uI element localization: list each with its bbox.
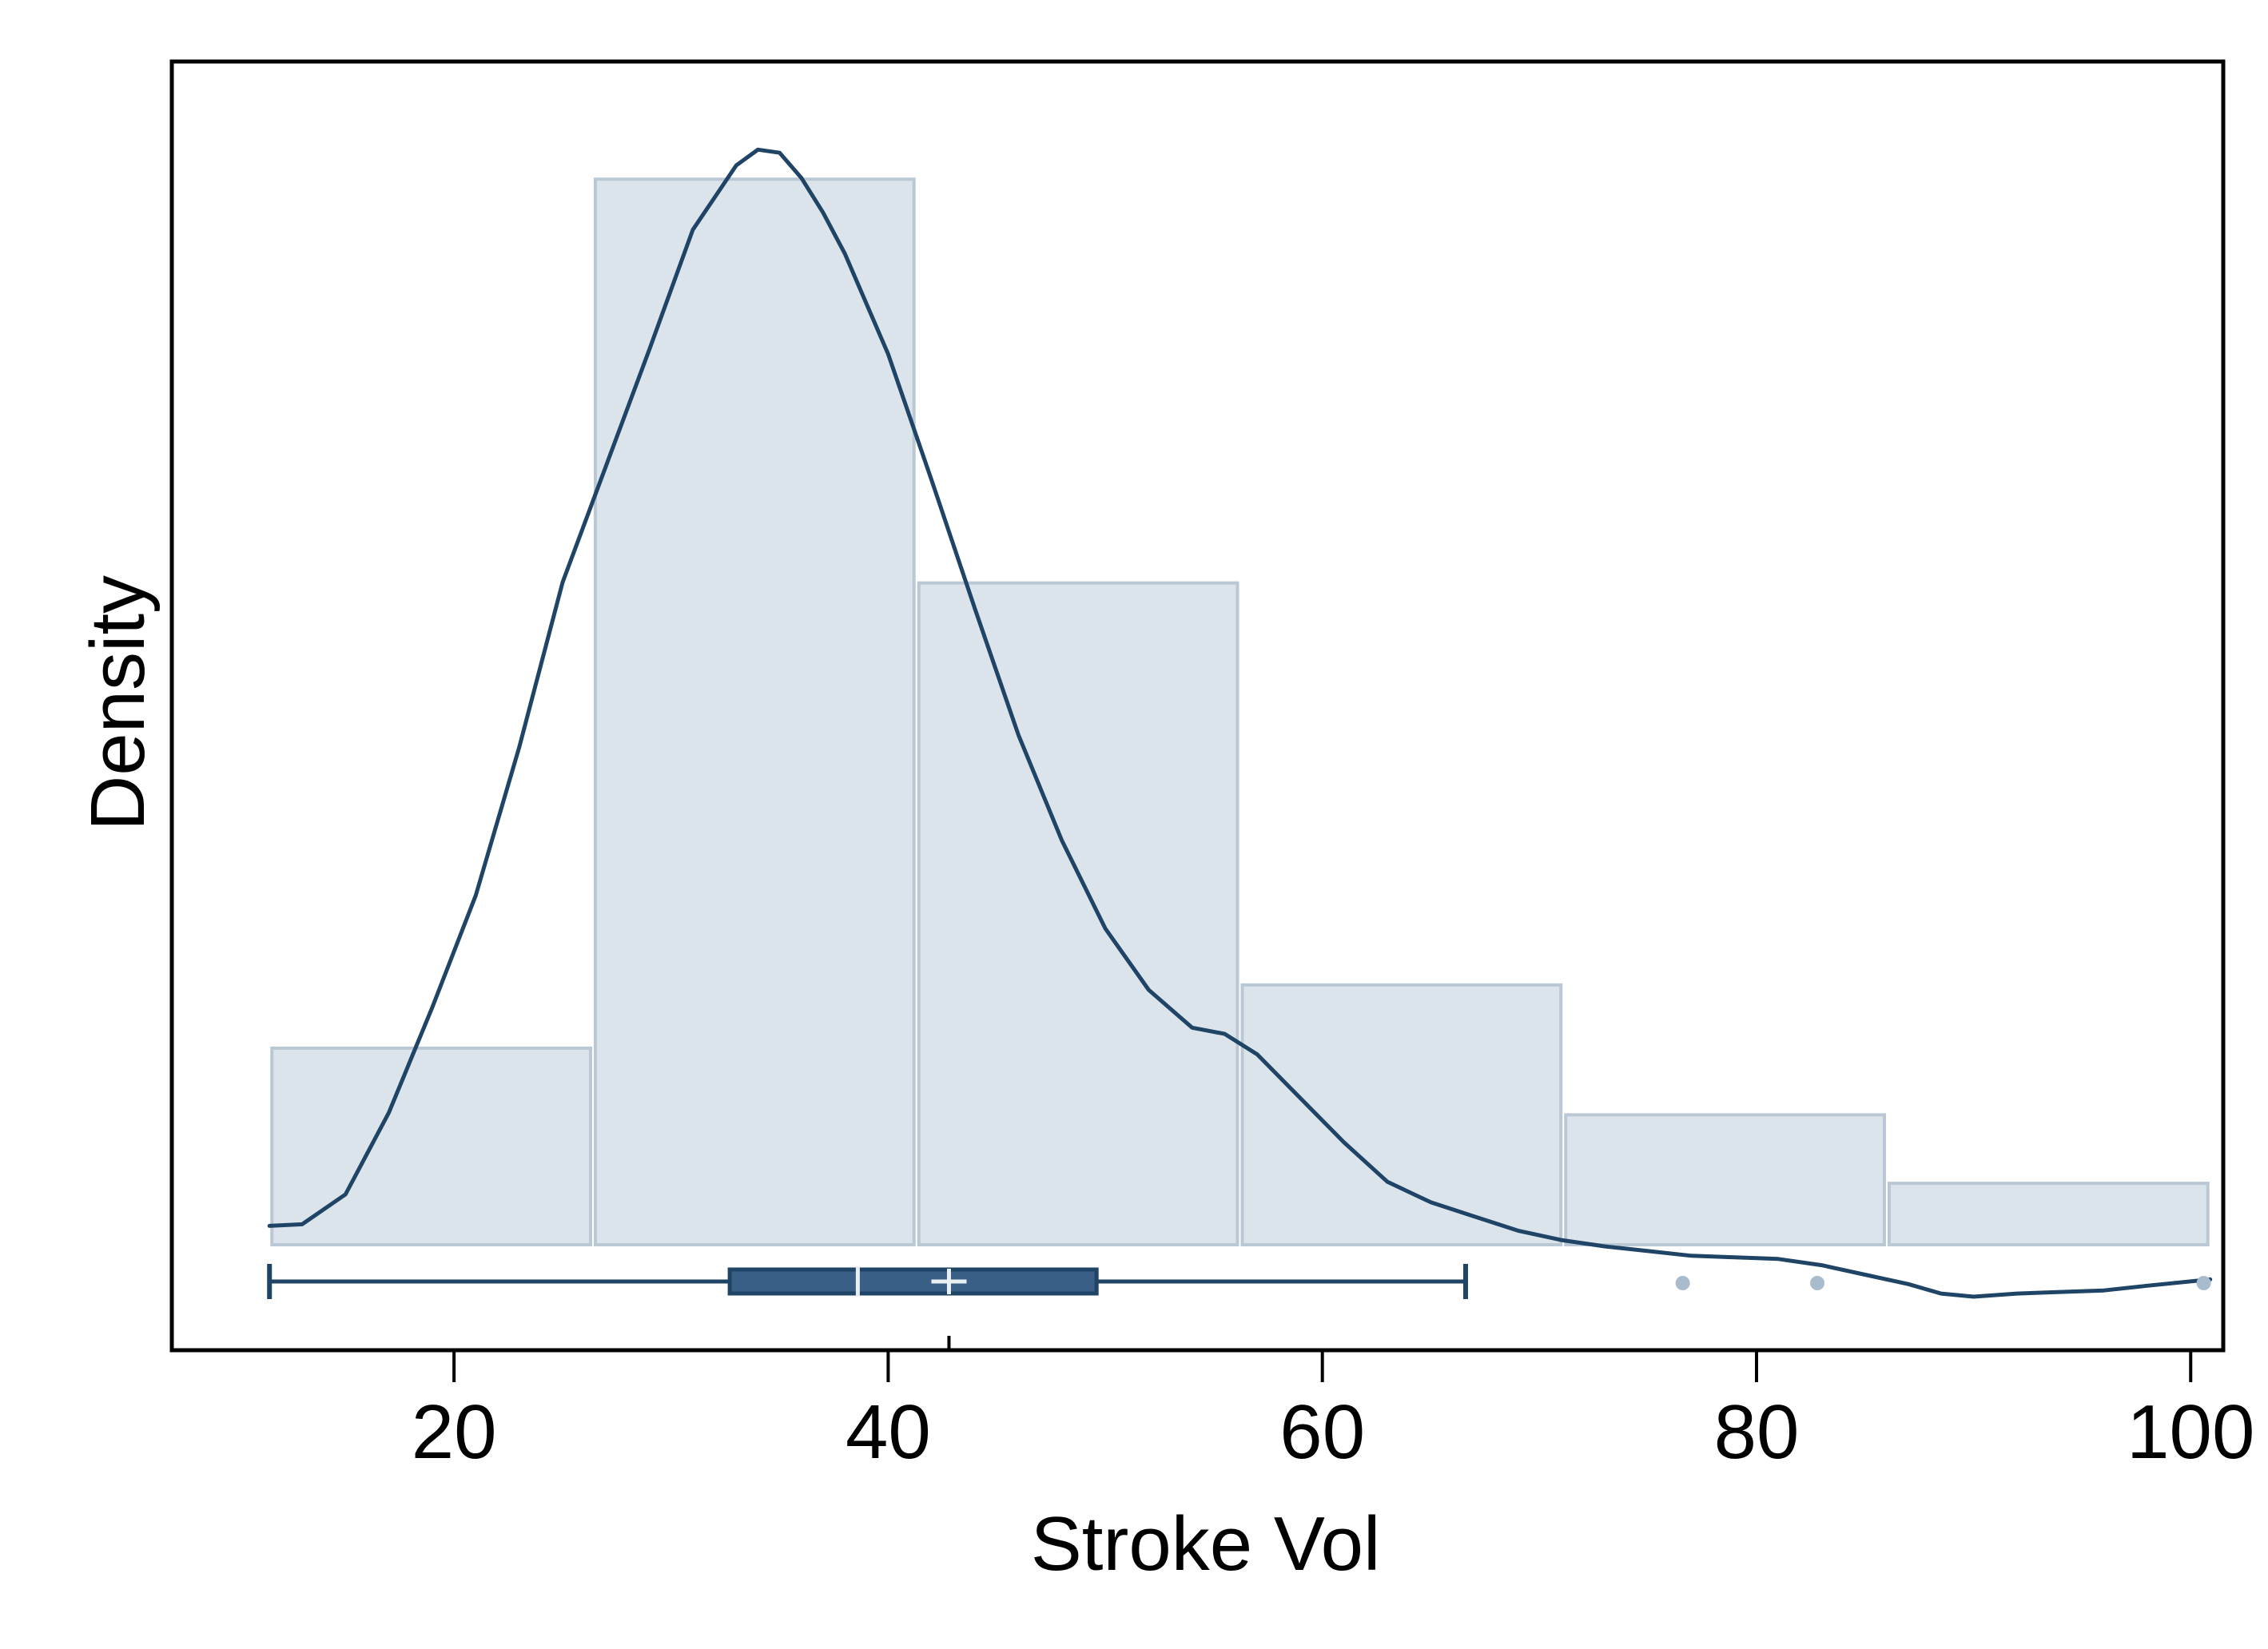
x-axis-label: Stroke Vol xyxy=(1031,1501,1381,1587)
y-axis-label: Density xyxy=(75,575,161,831)
boxplot-outlier-point xyxy=(1810,1276,1825,1290)
x-axis: 20 40 60 80 100 xyxy=(412,1336,2254,1475)
x-tick-label: 20 xyxy=(412,1389,497,1475)
histogram-bar xyxy=(1887,1182,2210,1246)
histogram-bar xyxy=(593,177,916,1246)
x-tick-label: 40 xyxy=(846,1389,931,1475)
histogram-bar xyxy=(1564,1113,1886,1247)
histogram-bar xyxy=(917,581,1239,1246)
histogram-bar xyxy=(1240,983,1563,1247)
plot-frame xyxy=(169,59,2226,1353)
x-tick-label: 60 xyxy=(1279,1389,1365,1475)
x-tick-label: 100 xyxy=(2127,1389,2254,1475)
density-curve xyxy=(267,147,2213,1299)
boxplot-layer xyxy=(267,1264,2211,1299)
boxplot-outlier-point xyxy=(2196,1276,2211,1290)
density-curve-layer xyxy=(267,147,2213,1299)
boxplot-outlier-point xyxy=(1675,1276,1690,1290)
boxplot-box xyxy=(727,1267,1099,1296)
histogram-bar xyxy=(270,1046,592,1247)
histogram-bars xyxy=(270,177,2210,1247)
x-tick-label: 80 xyxy=(1714,1389,1800,1475)
